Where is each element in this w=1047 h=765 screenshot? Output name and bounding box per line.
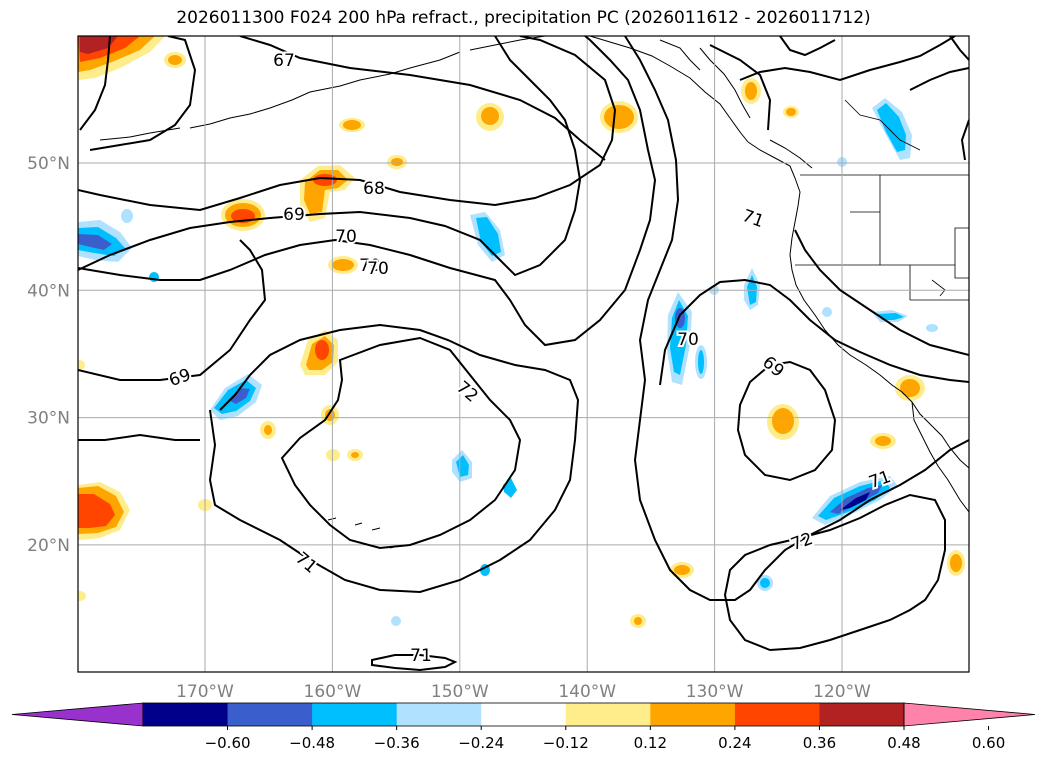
colorbar-extend-min xyxy=(11,702,144,727)
colorbar-segment xyxy=(481,703,567,726)
lon-label: 130°W xyxy=(686,682,744,702)
colorbar-segment xyxy=(650,703,736,726)
map-title: 2026011300 F024 200 hPa refract., precip… xyxy=(176,8,871,28)
colorbar-tick-label: −0.60 xyxy=(205,734,251,752)
colorbar-tick-label: −0.48 xyxy=(289,734,335,752)
contour-label: 70 xyxy=(677,330,699,350)
coastlines xyxy=(99,36,969,549)
colorbar-tick-label: 0.36 xyxy=(803,734,836,752)
lat-label: 50°N xyxy=(27,154,70,174)
lat-label: 40°N xyxy=(27,281,70,301)
contour-label: 70 xyxy=(367,259,389,279)
lon-label: 160°W xyxy=(304,682,362,702)
colorbar: −0.60 −0.48 −0.36 −0.24 −0.12 0.12 0.24 0.36 0.4… xyxy=(11,702,1036,752)
colorbar-segment xyxy=(396,703,482,726)
map-frame xyxy=(77,35,970,673)
political-borders xyxy=(795,99,969,301)
colorbar-extend-max xyxy=(903,702,1036,727)
contour-label: 72 xyxy=(452,377,481,406)
lat-label: 30°N xyxy=(27,409,70,429)
colorbar-tick-label: 0.24 xyxy=(718,734,751,752)
colorbar-segment xyxy=(565,703,651,726)
contour-label: 72 xyxy=(788,529,815,555)
graticule xyxy=(78,36,969,672)
colorbar-tick-label: 0.60 xyxy=(972,734,1005,752)
colorbar-tick-label: −0.12 xyxy=(543,734,589,752)
contour-label: 70 xyxy=(335,227,357,247)
colorbar-segment xyxy=(227,703,313,726)
colorbar-outline xyxy=(142,702,905,727)
lon-label: 170°W xyxy=(176,682,234,702)
contour-label: 71 xyxy=(291,548,320,577)
colorbar-segment xyxy=(819,703,905,726)
contour-label: 69 xyxy=(166,365,193,391)
contour-label: 71 xyxy=(410,646,432,666)
lon-label: 150°W xyxy=(431,682,489,702)
colorbar-tick-label: 0.48 xyxy=(887,734,920,752)
contour-label: 70 xyxy=(359,256,381,276)
contour-label: 69 xyxy=(758,352,787,381)
colorbar-tick-label: 0.12 xyxy=(634,734,667,752)
colorbar-segment xyxy=(312,703,398,726)
colorbar-tick-label: −0.36 xyxy=(374,734,420,752)
refractivity-contours xyxy=(78,36,969,672)
lon-label: 140°W xyxy=(558,682,616,702)
colorbar-segment xyxy=(734,703,820,726)
contour-label: 69 xyxy=(283,205,305,225)
colorbar-tick-label: −0.24 xyxy=(458,734,504,752)
contour-label: 71 xyxy=(739,206,766,232)
colorbar-segment xyxy=(143,703,229,726)
lon-label: 120°W xyxy=(813,682,871,702)
contour-label: 68 xyxy=(363,179,385,199)
axis-labels: 170°W 160°W 150°W 140°W 130°W 120°W 50°N 40°N 30… xyxy=(27,154,871,702)
lat-label: 20°N xyxy=(27,536,70,556)
contour-label: 67 xyxy=(273,51,295,71)
